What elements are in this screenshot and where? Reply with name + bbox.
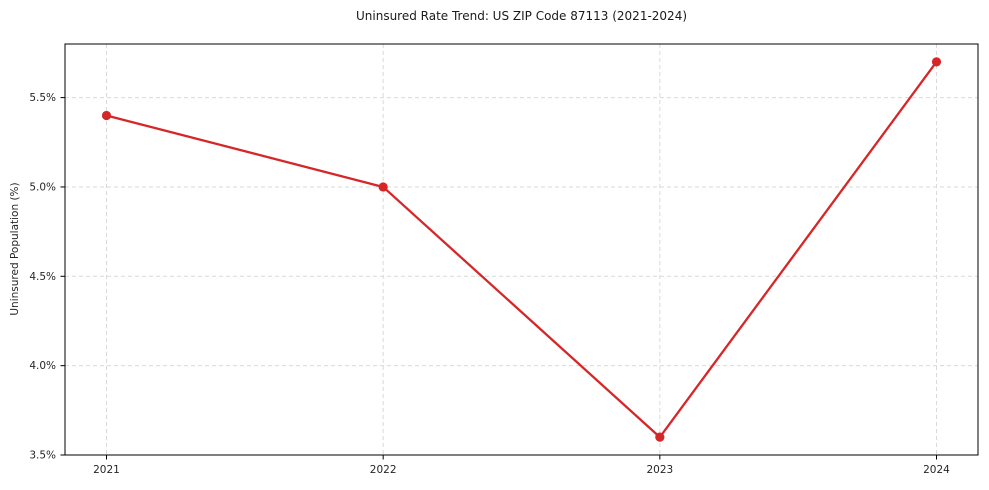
axis-frame <box>64 43 979 456</box>
y-tick-label: 3.5% <box>29 450 56 462</box>
x-tick-label: 2023 <box>646 464 673 476</box>
y-tick-label: 4.5% <box>29 271 56 283</box>
data-point-2021 <box>101 110 112 121</box>
data-point-2022 <box>378 182 388 192</box>
data-point-2023 <box>655 432 665 442</box>
y-tick-label: 5.5% <box>29 92 56 104</box>
trend-line <box>105 60 938 439</box>
x-tick-label: 2021 <box>93 464 120 476</box>
x-tick-label: 2024 <box>923 464 950 476</box>
y-tick-label: 5.0% <box>29 181 56 193</box>
data-point-2024 <box>931 57 942 67</box>
x-tick-label: 2022 <box>370 464 397 476</box>
y-tick-label: 4.0% <box>29 360 56 372</box>
chart-title: Uninsured Rate Trend: US ZIP Code 87113 … <box>355 9 688 23</box>
